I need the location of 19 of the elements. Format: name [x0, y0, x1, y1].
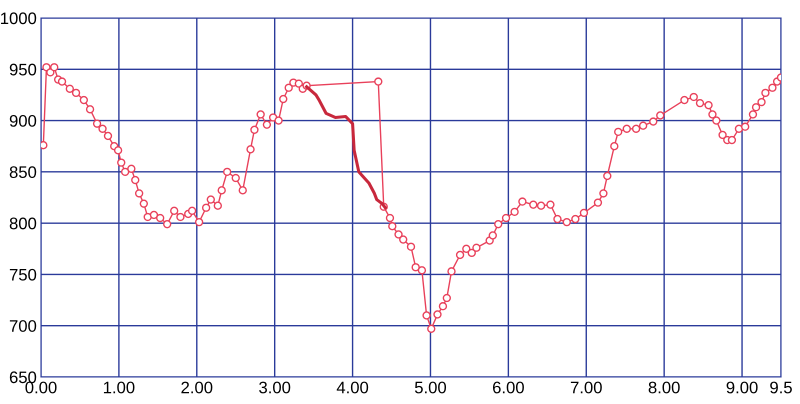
x-tick-label: 2.00 [181, 382, 212, 394]
y-tick-label: 900 [10, 114, 36, 127]
x-tick-label: 8.00 [648, 382, 680, 394]
y-tick-label: 1000 [1, 12, 36, 24]
x-tick-label: 3.00 [259, 382, 290, 394]
y-tick-label: 650 [10, 371, 36, 384]
x-tick-label: 9.00 [726, 382, 758, 394]
x-tick-label: 1.00 [104, 382, 134, 394]
y-tick-label: 700 [10, 320, 36, 332]
x-tick-label: 4.00 [336, 382, 368, 394]
y-tick-label: 750 [10, 268, 36, 281]
x-tick-label: 0.00 [25, 382, 57, 394]
x-tick-label: 7.00 [570, 382, 602, 394]
x-tick-label: 5.00 [414, 382, 446, 394]
x-tick-label: 6.00 [492, 382, 524, 394]
y-tick-label: 800 [10, 218, 36, 230]
x-tick-label: 9.5 [770, 382, 792, 394]
y-tick-label: 950 [10, 64, 36, 76]
y-tick-label: 850 [10, 166, 36, 178]
